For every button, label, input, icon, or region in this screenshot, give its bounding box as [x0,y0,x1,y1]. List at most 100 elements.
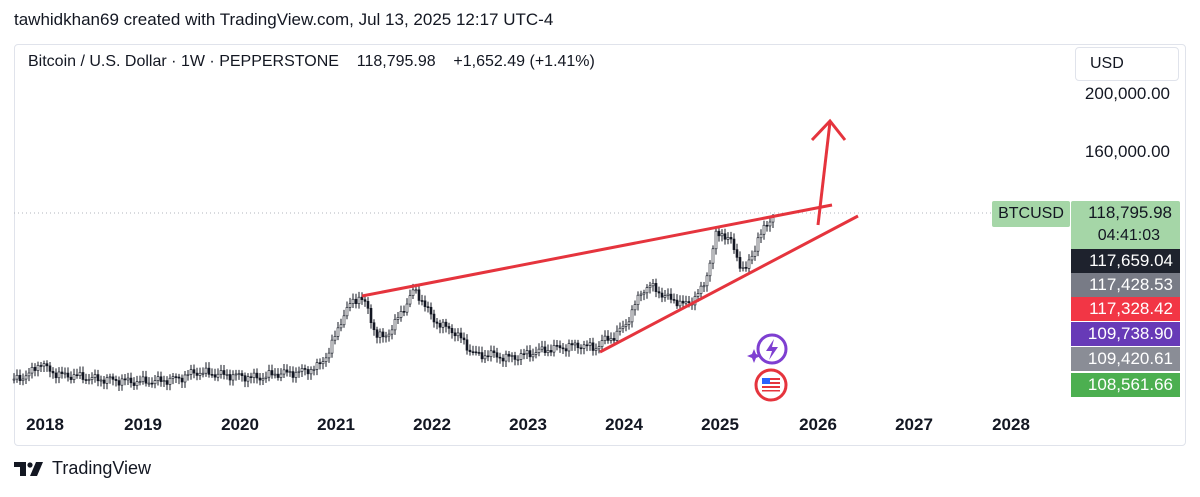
candle-body [711,248,715,264]
candle-body [411,289,415,296]
candle-body [306,369,310,375]
candle-body [219,370,223,375]
candle-body [495,352,499,358]
candle-body [405,303,409,313]
candle-body [771,217,775,223]
candle-body [723,233,727,240]
candle-body [594,348,598,351]
candle-body [57,371,61,379]
candle-body [570,343,574,346]
candle-body [228,374,232,381]
candle-body [96,374,100,382]
candle-body [615,330,619,341]
tradingview-brand: TradingView [52,458,152,478]
candle-body [93,374,97,378]
candle-body [651,283,655,287]
candle-body [348,303,352,308]
candle-body [336,327,340,337]
candle-body [225,374,229,376]
candle-body [111,376,115,380]
price-tick: 200,000.00 [1084,84,1170,103]
candle-body [756,237,760,252]
candle-body [180,377,184,383]
candle-body [534,352,538,355]
candle-body [339,324,343,329]
candle-body [747,259,751,269]
currency-button[interactable]: USD [1075,47,1179,81]
candle-body [648,285,652,288]
time-tick: 2026 [799,415,837,434]
candle-body [138,381,142,383]
candle-body [540,346,544,350]
candle-body [246,376,250,382]
candle-body [369,307,373,323]
candle-body [597,346,601,350]
time-tick: 2020 [221,415,259,434]
candle-body [141,376,145,382]
candle-body [255,372,259,379]
candle-body [78,372,82,376]
candle-body [657,291,661,294]
candle-body [525,350,529,355]
candle-body [183,374,187,383]
candle-body [513,355,517,360]
candle-body [327,352,331,359]
candle-body [21,378,25,381]
candle-body [198,372,202,376]
candle-body [363,299,367,302]
candle-body [351,298,355,304]
candle-body [81,372,85,380]
price-level-label: 117,659.04 [1071,249,1180,273]
candle-body [126,377,130,381]
candle-body [360,296,364,300]
candle-body [324,357,328,362]
candle-body [288,371,292,373]
tradingview-logo[interactable]: TradingView [14,458,151,479]
candle-body [414,289,418,292]
candle-body [423,300,427,307]
candle-body [195,372,199,376]
candle-body [498,356,502,359]
candle-body [612,338,616,341]
candle-body [27,372,31,377]
candle-body [567,343,571,352]
candle-body [381,331,385,338]
candle-body [516,359,520,361]
candle-body [258,377,262,381]
candle-body [582,344,586,349]
candle-body [600,340,604,347]
candle-body [435,321,439,324]
candle-body [492,350,496,353]
candle-body [510,355,514,357]
candle-body [45,363,49,367]
candle-body [294,371,298,378]
symbol-tag: BTCUSD [992,201,1070,227]
candle-body [117,380,121,386]
candle-body [483,355,487,360]
time-tick: 2018 [26,415,64,434]
time-tick: 2025 [701,415,739,434]
candle-body [135,381,139,386]
candle-body [270,370,274,376]
price-tick: 160,000.00 [1084,142,1170,161]
candle-body [264,376,268,379]
interval[interactable]: 1W [180,53,205,70]
candle-body [546,350,550,353]
bar-countdown: 04:41:03 [1097,227,1160,244]
candle-body [33,367,37,371]
candle-body [399,311,403,318]
candle-body [69,376,73,380]
candle-body [630,309,634,323]
price-change: +1,652.49 (+1.41%) [453,53,595,70]
candle-body [426,306,430,308]
projection-arrow-shaft [816,121,832,226]
candle-body [375,329,379,338]
time-tick: 2024 [605,415,643,434]
candle-body [621,325,625,329]
candle-body [732,238,736,250]
price-level-label: 108,561.66 [1071,373,1180,397]
candle-body [84,379,88,381]
candle-body [585,344,589,347]
candle-body [486,355,490,358]
